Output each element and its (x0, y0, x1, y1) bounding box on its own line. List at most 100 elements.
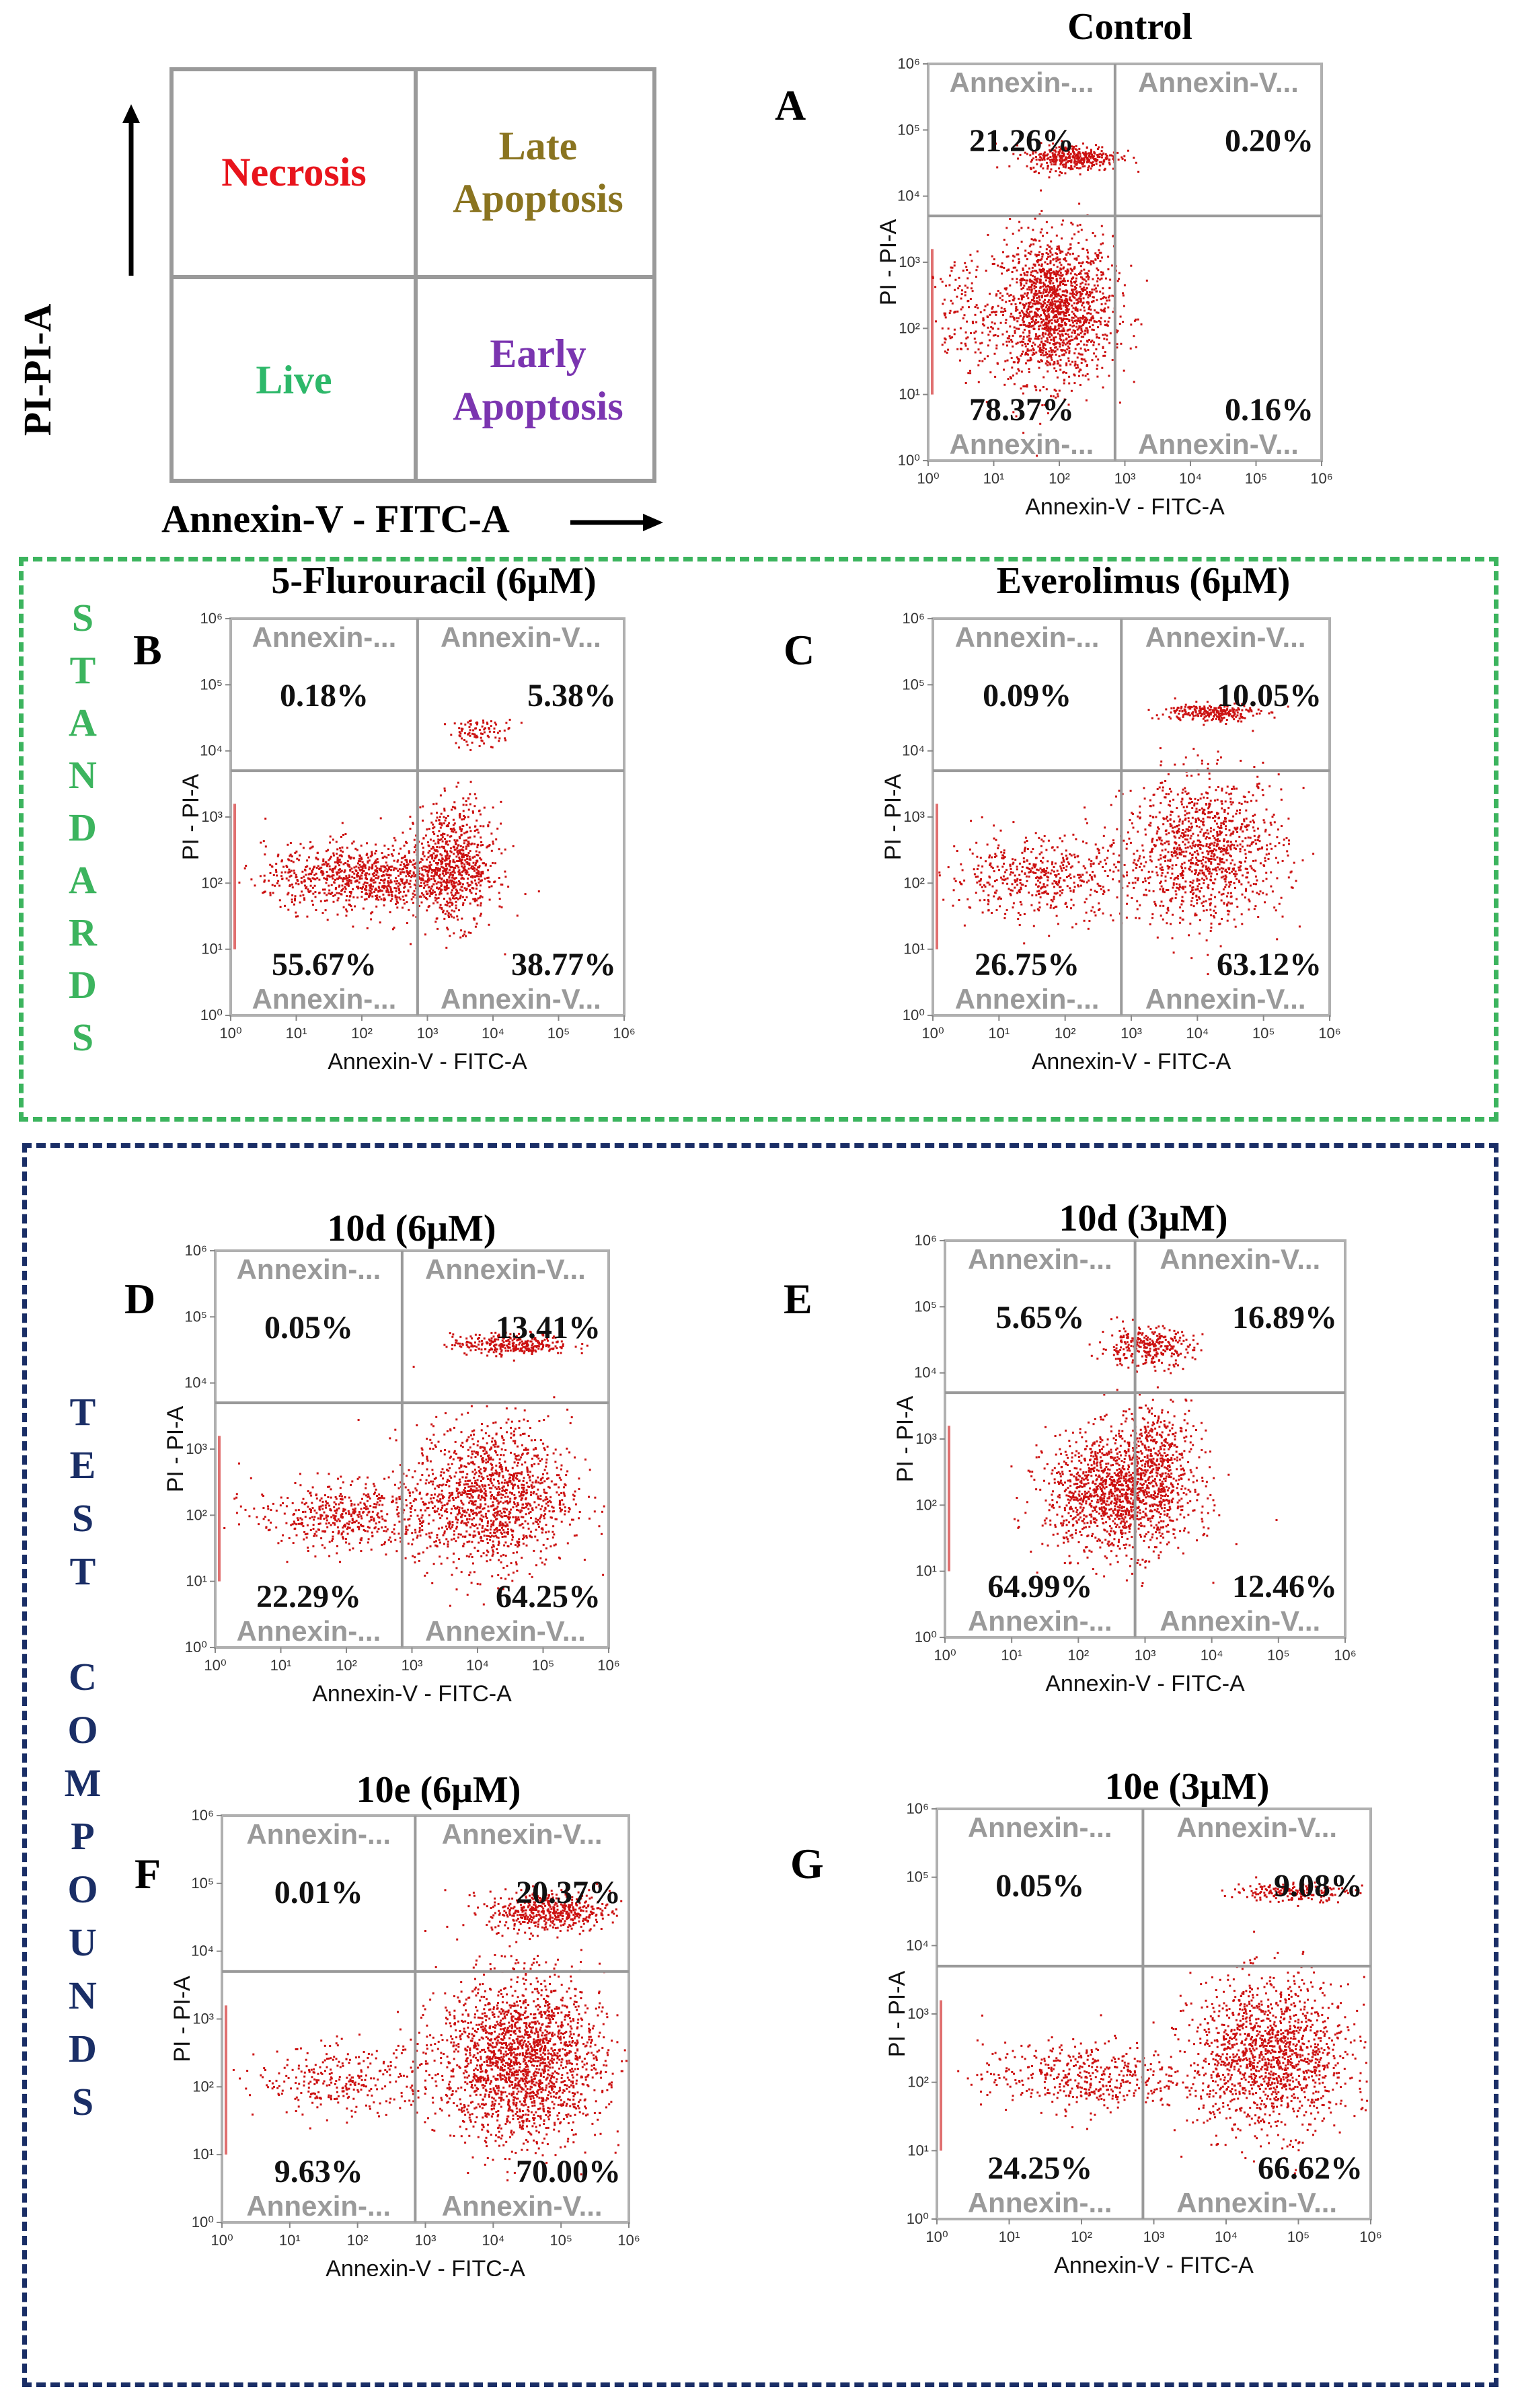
scatter-point (1053, 258, 1055, 260)
scatter-point (340, 849, 342, 852)
scatter-point (1244, 853, 1247, 855)
scatter-point (363, 869, 365, 872)
scatter-point (1075, 167, 1078, 169)
scatter-point (1051, 272, 1053, 274)
scatter-point (480, 872, 483, 875)
scatter-point (1067, 311, 1069, 313)
scatter-point (443, 808, 446, 810)
y-tick-label: 10¹ (899, 386, 920, 403)
scatter-point (426, 869, 428, 872)
scatter-point (447, 887, 450, 890)
scatter-point (1090, 876, 1093, 878)
scatter-point (956, 310, 959, 313)
scatter-point (397, 869, 400, 872)
scatter-point (1052, 282, 1055, 284)
scatter-point (1003, 239, 1005, 241)
scatter-point (453, 829, 456, 831)
scatter-point (444, 723, 446, 726)
scatter-point (406, 859, 408, 862)
scatter-point (1008, 268, 1010, 271)
scatter-point (1010, 867, 1012, 870)
scatter-point (1020, 288, 1023, 290)
scatter-point (1239, 809, 1242, 812)
scatter-point (1085, 153, 1088, 155)
scatter-point (365, 892, 368, 894)
scatter-point (1177, 815, 1180, 818)
scatter-point (310, 873, 313, 876)
scatter-point (1037, 886, 1039, 888)
scatter-point (409, 886, 412, 888)
scatter-point (1042, 167, 1045, 169)
scatter-point (487, 876, 490, 879)
scatter-point (498, 898, 501, 900)
scatter-point (1250, 800, 1252, 802)
scatter-point (1245, 809, 1248, 812)
scatter-point (459, 882, 461, 884)
scatter-point (276, 855, 279, 857)
scatter-point (978, 360, 981, 362)
scatter-point (1058, 342, 1061, 345)
scatter-point (1047, 412, 1049, 415)
scatter-point (1038, 890, 1040, 892)
scatter-point (1086, 256, 1089, 258)
scatter-point (1183, 834, 1186, 837)
scatter-point (1088, 920, 1091, 922)
scatter-point (1178, 828, 1180, 830)
scatter-point (445, 859, 448, 861)
scatter-point (1047, 879, 1049, 882)
scatter-point (401, 868, 404, 871)
scatter-point (1073, 153, 1076, 156)
scatter-point (989, 862, 992, 865)
scatter-point (1056, 883, 1059, 886)
scatter-point (1091, 328, 1094, 331)
scatter-point (1063, 321, 1066, 324)
scatter-point (1009, 352, 1012, 354)
scatter-point (440, 890, 443, 892)
scatter-point (1039, 324, 1042, 327)
scatter-point (397, 888, 400, 890)
scatter-point (1207, 853, 1210, 855)
scatter-point (361, 887, 363, 890)
scatter-point (1111, 358, 1114, 361)
scatter-point (406, 901, 408, 904)
scatter-point (465, 839, 467, 842)
scatter-point (418, 867, 420, 869)
x-tick-label: 10¹ (286, 1025, 307, 1042)
scatter-point (1054, 149, 1057, 152)
scatter-point (1079, 272, 1082, 275)
scatter-point (1057, 332, 1059, 335)
scatter-point (993, 258, 995, 261)
scatter-point (1181, 822, 1184, 825)
scatter-point (1047, 364, 1049, 366)
scatter-point (1194, 888, 1197, 891)
scatter-point (409, 860, 411, 863)
scatter-point (287, 892, 290, 894)
scatter-point (457, 849, 459, 852)
scatter-point (291, 894, 294, 896)
scatter-point (964, 262, 966, 264)
scatter-point (1051, 334, 1053, 337)
scatter-point (1201, 865, 1204, 868)
scatter-point (1034, 385, 1036, 387)
scatter-point (1085, 293, 1088, 296)
scatter-point (1098, 852, 1100, 855)
scatter-point (436, 816, 439, 819)
scatter-point (1034, 151, 1037, 154)
scatter-point (1039, 286, 1042, 289)
scatter-point (1032, 351, 1035, 354)
scatter-point (1059, 150, 1061, 153)
scatter-point (1026, 342, 1029, 345)
scatter-point (1020, 884, 1023, 886)
scatter-point (369, 879, 372, 881)
scatter-point (1182, 836, 1184, 839)
scatter-point (1051, 288, 1053, 291)
scatter-point (1029, 338, 1032, 340)
scatter-point (1211, 852, 1213, 855)
scatter-point (1071, 278, 1073, 280)
scatter-point (1012, 861, 1015, 864)
scatter-point (385, 856, 388, 859)
scatter-point (433, 869, 436, 871)
scatter-point (1256, 785, 1258, 787)
scatter-point (1001, 854, 1004, 857)
scatter-point (439, 887, 441, 889)
